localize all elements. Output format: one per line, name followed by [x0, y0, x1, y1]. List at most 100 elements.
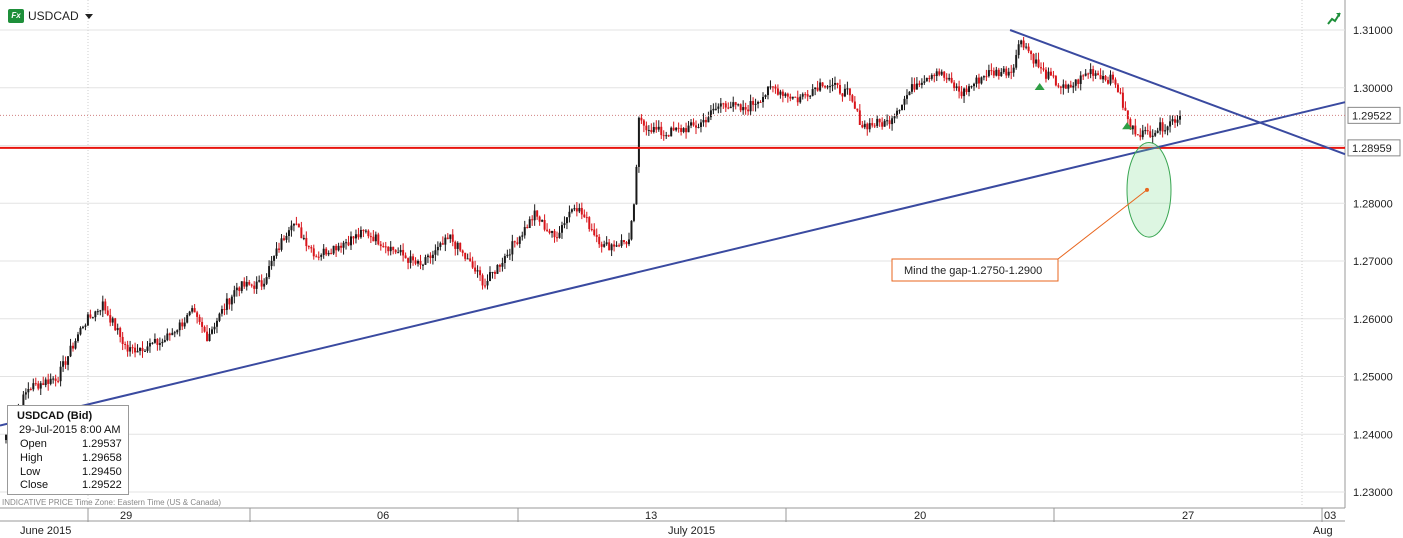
candle-body: [982, 76, 985, 78]
candle-body: [891, 118, 894, 125]
candle-body: [888, 120, 891, 125]
candle-body: [677, 127, 680, 129]
candle-body: [52, 378, 55, 380]
candle-body: [39, 383, 42, 389]
candle-body: [640, 117, 643, 121]
candle-body: [901, 104, 904, 111]
candle-body: [650, 130, 653, 132]
candle-body: [627, 239, 630, 245]
candle-body: [1042, 68, 1045, 70]
candle-body: [935, 71, 938, 77]
candle-body: [1010, 71, 1013, 73]
candle-body: [240, 281, 243, 291]
symbol-label: USDCAD: [28, 9, 79, 23]
ohlc-info-box: USDCAD (Bid) 29-Jul-2015 8:00 AM Open 1.…: [7, 405, 129, 495]
candle-body: [255, 281, 258, 289]
candle-body: [158, 343, 161, 345]
current-price-tag: [1347, 106, 1401, 124]
candle-body: [1174, 119, 1177, 123]
candle-body: [1121, 92, 1124, 108]
candle-body: [206, 331, 209, 342]
candle-body: [186, 315, 189, 323]
candle-body: [789, 96, 792, 99]
candle-body: [603, 244, 606, 247]
candle-body: [466, 258, 469, 260]
callout-leader-line: [1057, 189, 1148, 260]
candle-body: [76, 334, 79, 341]
candle-body: [397, 252, 400, 254]
candle-body: [553, 230, 556, 238]
candle-body: [106, 310, 109, 316]
candle-body: [868, 123, 871, 130]
expand-chart-icon[interactable]: [1326, 10, 1342, 26]
candle-body: [1102, 75, 1105, 80]
candle-body: [312, 248, 315, 257]
candle-body: [148, 343, 151, 347]
candle-body: [779, 91, 782, 95]
candle-body: [737, 104, 740, 106]
candle-body: [826, 86, 829, 88]
candle-body: [1151, 135, 1154, 137]
candle-body: [146, 346, 149, 351]
candle-body: [541, 220, 544, 222]
plot-area: [0, 0, 1345, 508]
candle-body: [446, 237, 449, 239]
candle-body: [995, 69, 998, 76]
symbol-selector[interactable]: Fx USDCAD: [8, 7, 93, 25]
candle-body: [282, 238, 285, 240]
candle-body: [387, 246, 390, 252]
candle-body: [784, 93, 787, 96]
candle-body: [630, 220, 633, 240]
candle-body: [49, 378, 52, 384]
candle-body: [717, 106, 720, 109]
candle-body: [655, 127, 658, 130]
candle-body: [81, 326, 84, 328]
candle-body: [399, 249, 402, 253]
info-label: Low: [20, 466, 41, 478]
candle-body: [354, 234, 357, 239]
candle-body: [642, 120, 645, 126]
candle-body: [315, 256, 318, 258]
y-tick-label: 1.30000: [1353, 83, 1393, 95]
candle-body: [1044, 69, 1047, 79]
candle-body: [990, 70, 993, 72]
candle-body: [258, 280, 261, 282]
candle-body: [484, 285, 487, 287]
candle-body: [347, 242, 350, 246]
candle-body: [938, 71, 941, 75]
candle-body: [394, 250, 397, 253]
candle-body: [829, 86, 832, 88]
info-label: High: [20, 452, 43, 464]
candle-body: [342, 242, 345, 248]
candle-body: [367, 230, 370, 237]
candle-body: [421, 264, 424, 266]
candle-body: [757, 101, 760, 104]
candle-body: [86, 314, 89, 326]
candle-body: [831, 84, 834, 87]
candle-body: [776, 88, 779, 95]
candle-body: [1149, 131, 1152, 137]
caret-down-icon[interactable]: [84, 13, 93, 19]
candle-body: [992, 70, 995, 76]
candle-body: [749, 101, 752, 112]
candle-body: [417, 260, 420, 264]
candle-body: [1000, 72, 1003, 76]
candle-body: [297, 224, 300, 228]
candle-body: [687, 125, 690, 133]
callout-box: [891, 258, 1059, 282]
y-tick-label: 1.23000: [1353, 487, 1393, 499]
candle-body: [345, 242, 348, 244]
candle-body: [111, 318, 114, 323]
candle-body: [109, 315, 112, 323]
candle-body: [161, 341, 164, 344]
candle-body: [754, 103, 757, 105]
candle-body: [747, 109, 750, 112]
candle-body: [598, 236, 601, 245]
candle-body: [322, 248, 325, 256]
candle-body: [27, 388, 30, 393]
candle-body: [330, 252, 333, 254]
candle-body: [1109, 74, 1112, 84]
x-tick-label: 20: [914, 510, 926, 522]
candle-body: [451, 234, 454, 242]
